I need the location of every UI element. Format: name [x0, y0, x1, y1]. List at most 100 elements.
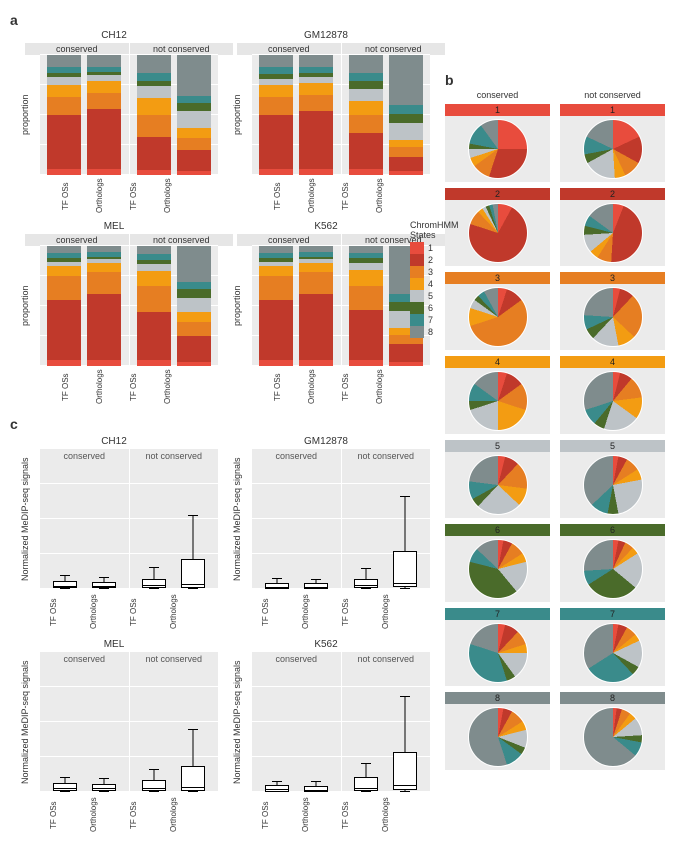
x-tick: Orthologs [375, 175, 409, 217]
x-tick: Orthologs [163, 175, 197, 217]
x-tick: Orthologs [89, 589, 129, 635]
pie-cell: 7 [445, 608, 550, 686]
x-tick: Orthologs [95, 366, 129, 408]
cell-title: K562 [314, 639, 337, 650]
cell-title: CH12 [101, 436, 127, 447]
stacked-cell-K562: K562conservednot conservedproportionTF O… [222, 221, 430, 408]
boxwhisker [180, 449, 206, 589]
pie-chart [468, 287, 528, 347]
boxwhisker [91, 652, 117, 792]
boxwhisker [392, 449, 418, 589]
pie-cell: 3 [560, 272, 665, 350]
legend-swatch [410, 290, 424, 302]
pie-chart [583, 203, 643, 263]
legend-swatch [410, 254, 424, 266]
cell-title: MEL [104, 221, 125, 232]
x-tick: Orthologs [95, 175, 129, 217]
pie-columns: conserved12345678not conserved12345678 [445, 90, 665, 776]
box-cell-MEL: MELNormalized MeDIP-seq signalsconserved… [10, 639, 218, 838]
x-tick: TF OSs [49, 589, 89, 635]
stacked-bar [259, 246, 293, 366]
legend-item-4: 4 [410, 278, 459, 290]
legend-swatch [410, 266, 424, 278]
pie-chart [583, 539, 643, 599]
legend-swatch [410, 302, 424, 314]
stacked-cell-GM12878: GM12878conservednot conservedproportionT… [222, 30, 430, 217]
legend-title: ChromHMMStates [410, 220, 459, 240]
y-axis-label: Normalized MeDIP-seq signals [232, 449, 242, 589]
boxwhisker [303, 652, 329, 792]
pie-column-conserved: conserved12345678 [445, 90, 550, 776]
stacked-bar [177, 246, 211, 366]
pie-cell: 5 [445, 440, 550, 518]
chromhmm-legend: ChromHMMStates 12345678 [410, 220, 459, 338]
x-tick: Orthologs [307, 175, 341, 217]
left-column: a CH12conservednot conservedproportionTF… [10, 10, 430, 838]
x-tick: TF OSs [341, 792, 381, 838]
pie-cell: 5 [560, 440, 665, 518]
legend-label: 7 [428, 315, 433, 325]
y-axis-label: Normalized MeDIP-seq signals [20, 652, 30, 792]
pie-strip: 5 [560, 440, 665, 452]
pie-chart [468, 707, 528, 767]
legend-label: 8 [428, 327, 433, 337]
pie-strip: 4 [445, 356, 550, 368]
pie-cell: 8 [445, 692, 550, 770]
x-tick: TF OSs [49, 792, 89, 838]
pie-cell: 4 [560, 356, 665, 434]
panel-c: c CH12Normalized MeDIP-seq signalsconser… [10, 416, 430, 838]
cell-title: MEL [104, 639, 125, 650]
x-tick: TF OSs [129, 589, 169, 635]
pie-chart [583, 287, 643, 347]
y-axis-label: Normalized MeDIP-seq signals [232, 652, 242, 792]
pie-strip: 8 [560, 692, 665, 704]
pie-chart [468, 371, 528, 431]
x-tick: TF OSs [261, 792, 301, 838]
legend-item-2: 2 [410, 254, 459, 266]
stacked-cell-CH12: CH12conservednot conservedproportionTF O… [10, 30, 218, 217]
box-cell-GM12878: GM12878Normalized MeDIP-seq signalsconse… [222, 436, 430, 635]
legend-item-3: 3 [410, 266, 459, 278]
stacked-bar [47, 55, 81, 175]
stacked-bar-grid: CH12conservednot conservedproportionTF O… [10, 30, 430, 408]
legend-item-7: 7 [410, 314, 459, 326]
legend-swatch [410, 326, 424, 338]
x-tick: TF OSs [129, 792, 169, 838]
pie-column-not-conserved: not conserved12345678 [560, 90, 665, 776]
boxplot-grid: CH12Normalized MeDIP-seq signalsconserve… [10, 436, 430, 838]
stacked-bar [87, 55, 121, 175]
pie-chart [583, 119, 643, 179]
x-tick: Orthologs [89, 792, 129, 838]
x-tick: TF OSs [273, 175, 307, 217]
pie-chart [583, 707, 643, 767]
stacked-bar [47, 246, 81, 366]
pie-chart [468, 119, 528, 179]
pie-chart [468, 623, 528, 683]
stacked-bar [299, 55, 333, 175]
y-axis-label: proportion [232, 55, 242, 175]
cell-title: GM12878 [304, 30, 348, 41]
x-tick: Orthologs [381, 589, 421, 635]
pie-cell: 7 [560, 608, 665, 686]
x-tick: TF OSs [341, 175, 375, 217]
pie-strip: 7 [560, 608, 665, 620]
pie-cell: 8 [560, 692, 665, 770]
legend-swatch [410, 242, 424, 254]
pie-cell: 1 [560, 104, 665, 182]
x-tick: TF OSs [341, 589, 381, 635]
y-axis-label: proportion [232, 246, 242, 366]
boxwhisker [52, 652, 78, 792]
box-cell-CH12: CH12Normalized MeDIP-seq signalsconserve… [10, 436, 218, 635]
boxwhisker [180, 652, 206, 792]
boxwhisker [264, 449, 290, 589]
x-tick: TF OSs [61, 366, 95, 408]
boxwhisker [353, 449, 379, 589]
legend-item-8: 8 [410, 326, 459, 338]
boxwhisker [91, 449, 117, 589]
pie-strip: 2 [560, 188, 665, 200]
boxwhisker [52, 449, 78, 589]
pie-cell: 2 [560, 188, 665, 266]
y-axis-label: Normalized MeDIP-seq signals [20, 449, 30, 589]
x-tick: TF OSs [341, 366, 375, 408]
figure: a CH12conservednot conservedproportionTF… [10, 10, 675, 838]
